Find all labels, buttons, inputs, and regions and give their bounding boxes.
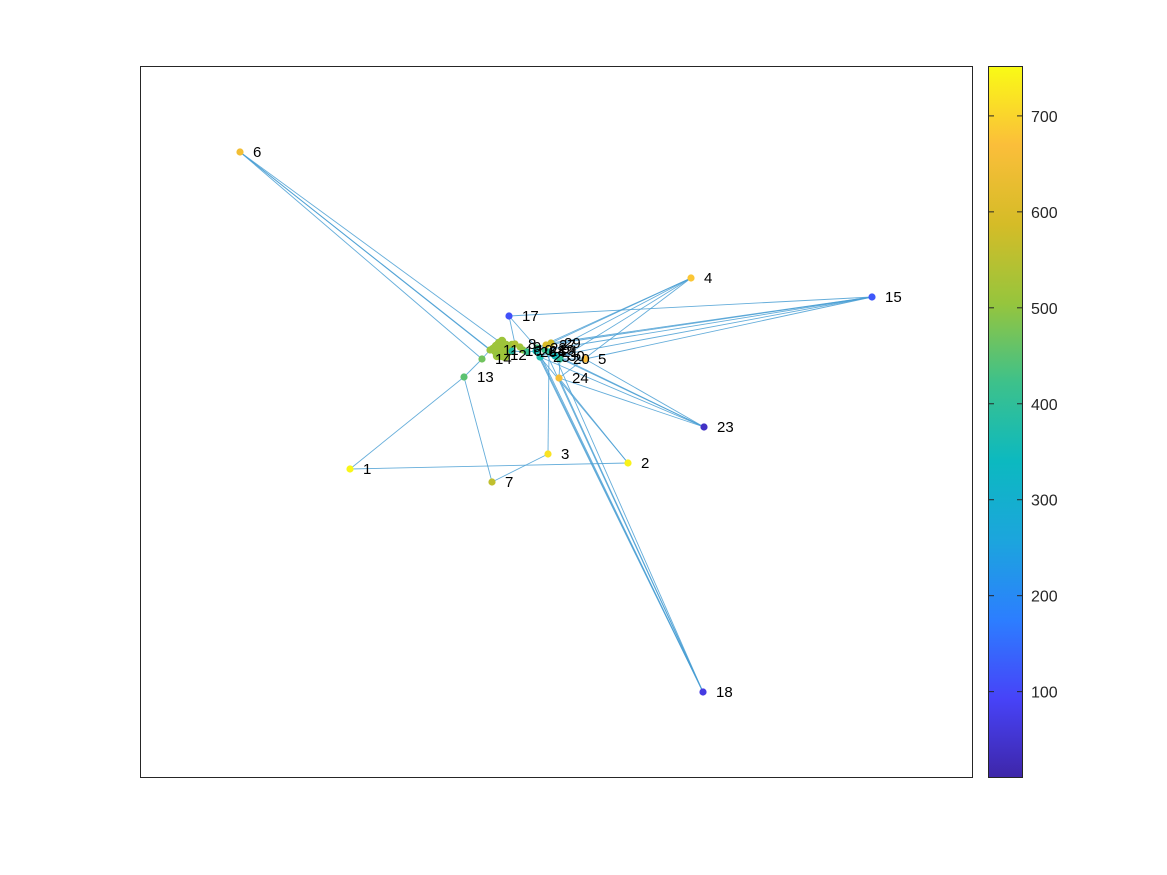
- graph-edge: [508, 315, 538, 349]
- colorbar-tick-label: 500: [1031, 301, 1058, 318]
- node-label: 20: [573, 351, 590, 368]
- node-label: 4: [704, 270, 712, 287]
- node-label: 12: [510, 347, 527, 364]
- node-layer: [236, 148, 876, 696]
- node-label: 9: [533, 339, 541, 356]
- graph-edge: [584, 358, 705, 428]
- node-label: 18: [716, 684, 733, 701]
- graph-node: [547, 339, 555, 347]
- graph-edge: [239, 151, 483, 360]
- node-label: 15: [885, 289, 902, 306]
- cluster-node: [501, 340, 511, 350]
- node-label: 17: [522, 308, 539, 325]
- colorbar-tick-label: 200: [1031, 589, 1058, 606]
- graph-node: [508, 347, 516, 355]
- graph-node: [699, 688, 707, 696]
- graph-edge: [491, 453, 549, 483]
- node-label: 19: [558, 342, 575, 359]
- colorbar-ticks: 100 200 300 400 500 600 700: [989, 109, 1058, 702]
- graph-edge: [463, 376, 493, 483]
- node-label: 27: [559, 337, 576, 354]
- graph-edge: [547, 351, 550, 455]
- graph-edge: [558, 277, 692, 379]
- graph-edge: [559, 277, 692, 360]
- node-label: 26: [540, 344, 557, 361]
- graph-edge: [539, 356, 705, 428]
- graph-edge: [349, 376, 465, 470]
- graph-edge: [558, 377, 705, 428]
- graph-edge: [544, 296, 873, 351]
- colorbar-tick-label: 700: [1031, 109, 1058, 126]
- graph-edge: [508, 296, 873, 317]
- graph-edge: [239, 151, 513, 352]
- graph-node: [545, 348, 553, 356]
- node-label: 2: [641, 455, 649, 472]
- graph-edge: [554, 355, 704, 693]
- graph-node: [488, 478, 496, 486]
- label-layer: 1 234567891011121314151617181920212223242…: [253, 144, 902, 701]
- cluster-node: [500, 352, 510, 362]
- node-label: 11: [503, 342, 519, 359]
- graph-node: [687, 274, 695, 282]
- edge-layer: [239, 151, 873, 693]
- graph-node: [700, 423, 708, 431]
- graph-node: [236, 148, 244, 156]
- colorbar-tick-label: 300: [1031, 493, 1058, 510]
- graph-node: [868, 293, 876, 301]
- colorbar-tick-label: 100: [1031, 685, 1058, 702]
- colorbar-tick-label: 400: [1031, 397, 1058, 414]
- graph-edge: [550, 296, 873, 344]
- colorbar-tick-label: 600: [1031, 205, 1058, 222]
- graph-node: [346, 465, 354, 473]
- graph-edge: [508, 315, 516, 345]
- graph-edge: [548, 351, 705, 428]
- node-label: 22: [550, 340, 567, 357]
- node-label: 7: [505, 474, 513, 491]
- node-label: 24: [572, 370, 589, 387]
- graph-node: [624, 459, 632, 467]
- graph-node: [551, 352, 559, 360]
- node-label: 14: [495, 351, 512, 368]
- graph-node: [523, 348, 531, 356]
- node-label: 13: [477, 369, 494, 386]
- graph-edge: [539, 277, 692, 358]
- graph-node: [460, 373, 468, 381]
- node-label: 8: [528, 336, 536, 353]
- graph-edge: [463, 358, 483, 378]
- node-label: 23: [717, 419, 734, 436]
- graph-edge: [584, 296, 873, 360]
- colorbar-gradient: [989, 66, 1022, 778]
- node-label: 21: [562, 344, 579, 361]
- node-label: 6: [253, 144, 261, 161]
- node-label: 5: [598, 351, 606, 368]
- node-label: 10: [536, 342, 553, 359]
- graph-node: [505, 312, 513, 320]
- node-label: 3: [561, 446, 569, 463]
- node-label: 1: [363, 461, 371, 478]
- node-label: 25: [553, 349, 570, 366]
- graph-node: [532, 347, 540, 355]
- colorbar: 100 200 300 400 500 600 700: [988, 66, 1058, 778]
- graph-edge: [239, 151, 498, 356]
- graph-node: [478, 355, 486, 363]
- graph-node: [544, 450, 552, 458]
- graph-node: [555, 374, 563, 382]
- graph-node: [536, 353, 544, 361]
- graph-edge: [349, 462, 629, 470]
- node-label: 29: [564, 335, 581, 352]
- graph-node: [581, 355, 589, 363]
- node-label: 28: [549, 343, 566, 360]
- node-label: 16: [525, 343, 542, 360]
- graph-edge: [535, 350, 704, 693]
- graph-node: [486, 346, 494, 354]
- graph-edge: [554, 296, 873, 357]
- graph-node: [493, 351, 501, 359]
- node-label: 30: [568, 348, 585, 365]
- colorbar-frame: [988, 66, 1023, 778]
- graph-edge: [558, 377, 704, 693]
